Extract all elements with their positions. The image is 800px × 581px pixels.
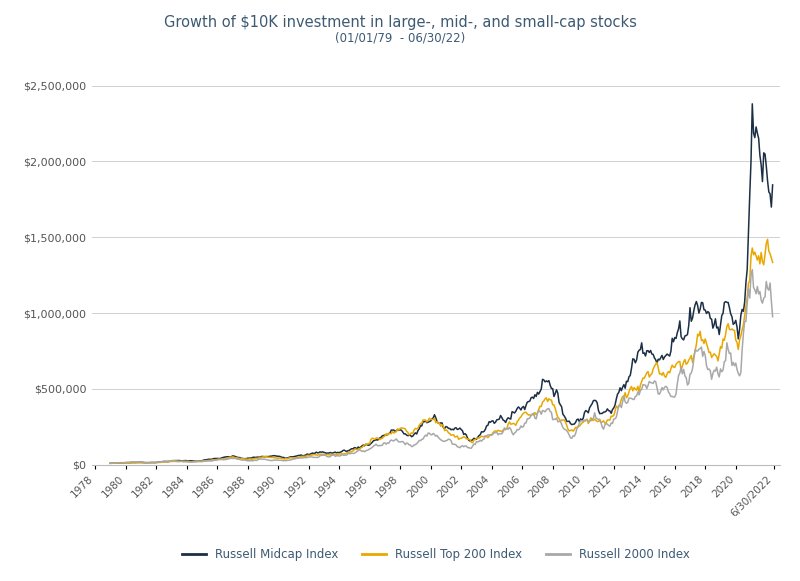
Text: Growth of $10K investment in large-, mid-, and small-cap stocks: Growth of $10K investment in large-, mid… bbox=[163, 15, 637, 30]
Text: (01/01/79  - 06/30/22): (01/01/79 - 06/30/22) bbox=[335, 32, 465, 45]
Legend: Russell Midcap Index, Russell Top 200 Index, Russell 2000 Index: Russell Midcap Index, Russell Top 200 In… bbox=[178, 543, 694, 565]
